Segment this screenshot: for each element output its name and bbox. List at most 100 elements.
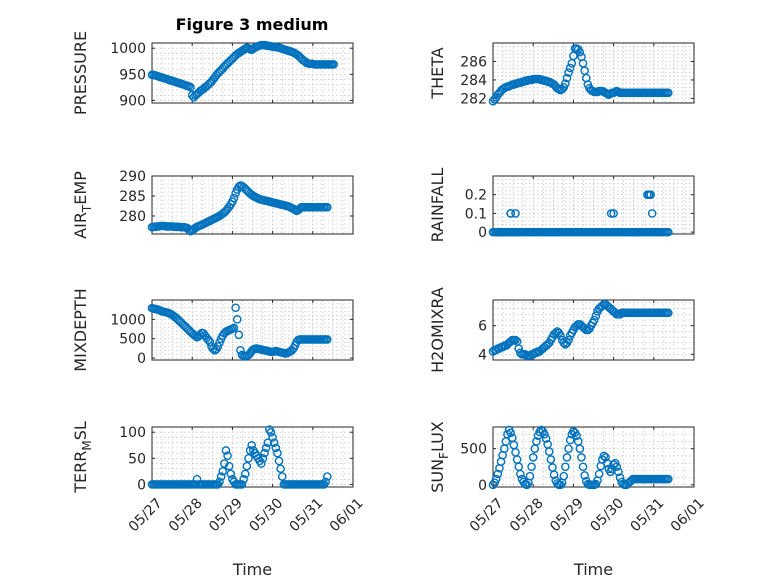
data-point — [615, 473, 625, 482]
y-tick-label: 286 — [460, 54, 487, 70]
data-point — [565, 63, 575, 73]
data-point — [564, 444, 573, 453]
axes-border — [151, 299, 354, 361]
data-point — [213, 342, 223, 351]
data-point — [559, 471, 569, 481]
data-point — [244, 454, 253, 463]
data-point — [663, 308, 673, 318]
x-axis-label: Time — [573, 560, 613, 579]
x-tick-label: 05/29 — [206, 495, 246, 535]
data-point — [577, 453, 586, 462]
x-tick-label: 06/01 — [327, 495, 367, 535]
data-point — [528, 453, 538, 462]
y-tick-label: 6 — [478, 319, 487, 335]
data-point — [216, 472, 226, 481]
data-point — [561, 79, 570, 88]
x-tick-label: 05/31 — [628, 495, 668, 535]
subplot-4: 0 0.1 0.2 RAINFALL — [428, 168, 695, 242]
data-point — [215, 477, 224, 487]
data-point — [565, 435, 575, 445]
subplot-1: 900 950 1000 PRESSURE — [71, 31, 354, 115]
data-point — [546, 455, 556, 464]
data-point — [527, 462, 536, 472]
data-point — [218, 467, 228, 476]
y-tick-label: 900 — [119, 93, 146, 109]
data-point — [532, 437, 541, 446]
subplot-6: 4 6 H2OMIXRA — [428, 287, 695, 373]
y-tick-label: 0 — [137, 477, 146, 493]
subplot-5: 0 500 1000 MIXDEPTH — [71, 288, 354, 372]
data-point — [601, 453, 610, 462]
subplot-2: 282 284 286 THETA — [428, 42, 695, 107]
subplot-8: 0 500 SUNFLUX 05/27 05/28 05/29 05/30 05/31 06/0… — [428, 421, 708, 579]
data-point — [224, 461, 234, 471]
y-tick-label: 1000 — [110, 312, 146, 328]
data-point — [329, 60, 339, 69]
data-point — [561, 462, 570, 472]
data-point — [511, 335, 520, 345]
data-point — [186, 83, 195, 92]
y-tick-label: 280 — [119, 209, 146, 225]
x-axis-label: Time — [232, 560, 272, 579]
y-axis-label: SUNFLUX — [428, 421, 451, 493]
data-point — [647, 209, 657, 218]
data-point — [612, 462, 622, 472]
data-point — [258, 454, 268, 463]
x-tick-label: 05/27 — [126, 495, 166, 535]
data-point — [191, 480, 200, 489]
data-point — [229, 323, 239, 333]
data-point — [229, 193, 239, 203]
data-point — [322, 472, 332, 481]
axes-border — [492, 42, 695, 104]
data-point — [556, 331, 565, 341]
y-axis-label: MIXDEPTH — [71, 288, 90, 371]
data-point — [226, 469, 236, 479]
data-point — [240, 469, 250, 479]
data-point — [575, 444, 585, 453]
y-tick-label: 500 — [119, 332, 146, 348]
x-tick-label: 05/29 — [547, 495, 587, 535]
data-point — [273, 448, 282, 458]
data-point — [506, 209, 515, 218]
data-point — [223, 451, 232, 460]
data-point — [260, 448, 269, 458]
data-point — [221, 446, 231, 455]
data-point — [239, 474, 248, 484]
data-point — [663, 227, 673, 237]
y-tick-label: 0 — [478, 225, 487, 241]
y-tick-label: 284 — [460, 73, 487, 89]
data-point — [578, 462, 588, 472]
data-point — [220, 459, 229, 468]
data-point — [511, 227, 520, 237]
data-point — [496, 227, 506, 237]
axes-border — [151, 426, 354, 488]
data-point — [591, 311, 601, 321]
y-tick-label: 0.2 — [465, 188, 487, 204]
data-point — [276, 464, 285, 474]
data-point — [535, 427, 544, 437]
data-point — [232, 315, 242, 324]
data-point — [271, 443, 281, 453]
data-point — [594, 469, 604, 479]
y-axis-label: PRESSURE — [71, 31, 90, 115]
data-point — [590, 315, 599, 325]
y-tick-label: 4 — [478, 347, 487, 363]
data-point — [322, 202, 332, 212]
y-tick-label: 285 — [119, 189, 146, 205]
data-point — [231, 303, 240, 313]
data-point — [242, 461, 252, 471]
data-point — [575, 47, 585, 57]
y-tick-label: 950 — [119, 67, 146, 83]
data-point — [562, 73, 572, 83]
data-point — [646, 190, 655, 200]
data-point — [184, 82, 194, 91]
data-point — [609, 209, 618, 218]
y-axis-label: AIRTEMP — [71, 171, 94, 239]
y-axis-label: THETA — [428, 47, 447, 99]
axes-border — [492, 299, 695, 361]
data-point — [263, 438, 273, 447]
data-point — [614, 467, 623, 477]
data-point — [522, 480, 532, 490]
data-point — [215, 338, 224, 347]
